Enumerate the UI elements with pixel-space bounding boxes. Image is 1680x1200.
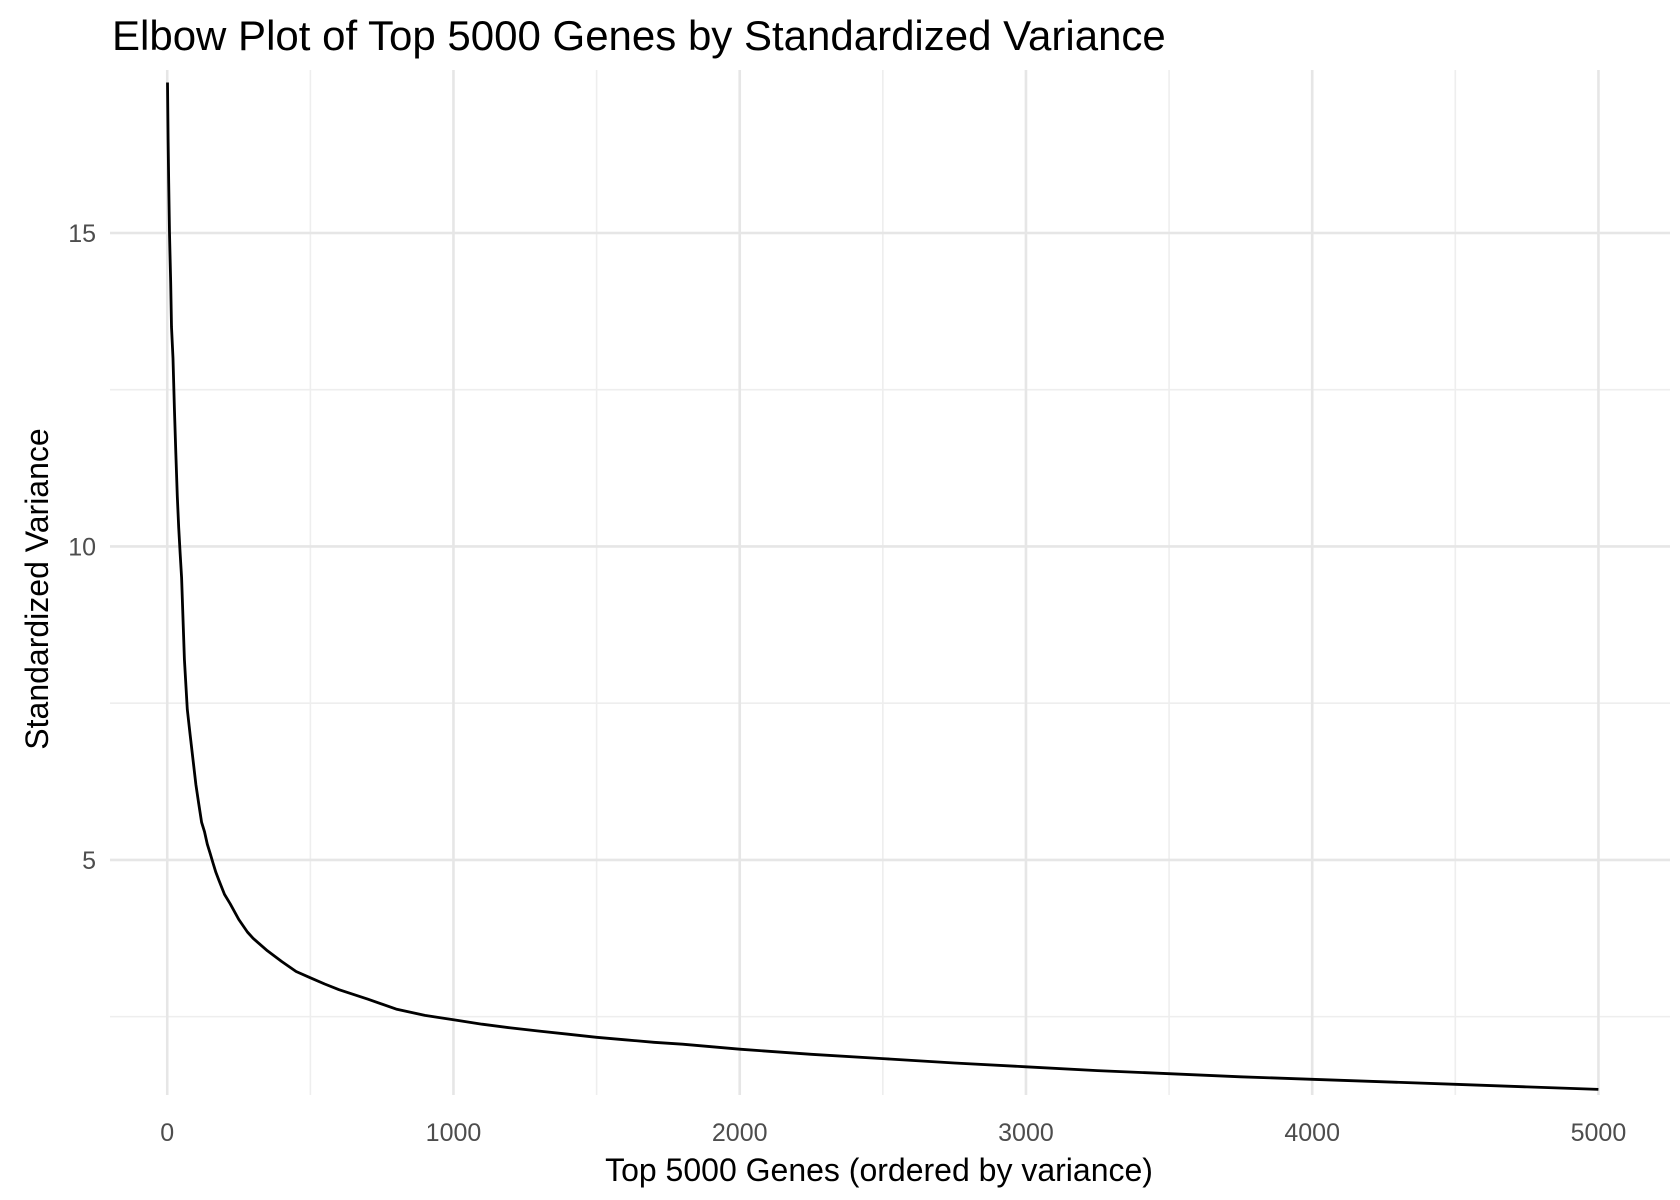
- major-gridlines: [110, 70, 1670, 1095]
- x-tick-label: 3000: [998, 1119, 1054, 1147]
- series-layer: [166, 82, 1599, 1091]
- chart-title: Elbow Plot of Top 5000 Genes by Standard…: [112, 12, 1166, 59]
- y-axis-title: Standardized Variance: [19, 428, 55, 749]
- y-axis-ticks: 5 10 15: [68, 220, 96, 875]
- x-tick-label: 4000: [1284, 1119, 1340, 1147]
- y-tick-label: 10: [68, 533, 96, 561]
- x-axis-title: Top 5000 Genes (ordered by variance): [605, 1152, 1153, 1188]
- x-axis-ticks: 0 1000 2000 3000 4000 5000: [160, 1119, 1626, 1147]
- x-tick-label: 0: [160, 1119, 174, 1147]
- y-tick-label: 15: [68, 220, 96, 248]
- x-tick-label: 1000: [426, 1119, 482, 1147]
- x-tick-label: 5000: [1571, 1119, 1627, 1147]
- x-tick-label: 2000: [712, 1119, 768, 1147]
- minor-gridlines: [110, 70, 1670, 1095]
- series-line: [166, 82, 1599, 1091]
- y-tick-label: 5: [82, 847, 96, 875]
